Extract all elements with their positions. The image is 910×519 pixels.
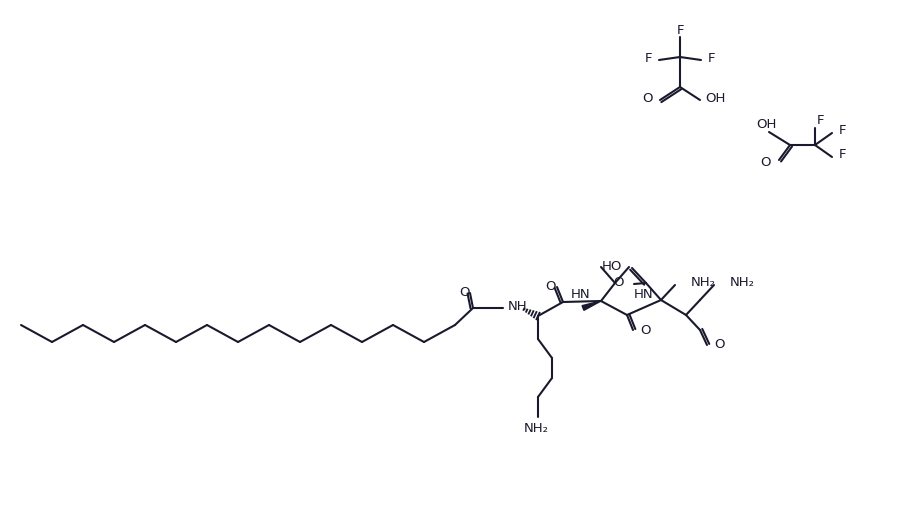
Text: O: O: [714, 338, 724, 351]
Text: OH: OH: [756, 118, 776, 131]
Text: HN: HN: [634, 288, 653, 301]
Text: F: F: [708, 52, 715, 65]
Text: F: F: [839, 125, 846, 138]
Text: F: F: [644, 52, 652, 65]
Text: HO: HO: [602, 260, 622, 272]
Text: HN: HN: [571, 289, 591, 302]
Text: NH₂: NH₂: [691, 277, 716, 290]
Text: O: O: [459, 285, 470, 298]
Text: NH: NH: [508, 301, 528, 313]
Text: F: F: [676, 23, 683, 36]
Text: O: O: [761, 156, 771, 169]
Text: NH₂: NH₂: [730, 277, 755, 290]
Text: O: O: [642, 92, 653, 105]
Text: O: O: [545, 280, 555, 293]
Text: NH₂: NH₂: [523, 422, 549, 435]
Text: F: F: [839, 148, 846, 161]
Polygon shape: [582, 301, 601, 310]
Text: F: F: [817, 114, 824, 127]
Text: O: O: [613, 277, 624, 290]
Text: O: O: [640, 323, 651, 336]
Text: OH: OH: [705, 92, 725, 105]
